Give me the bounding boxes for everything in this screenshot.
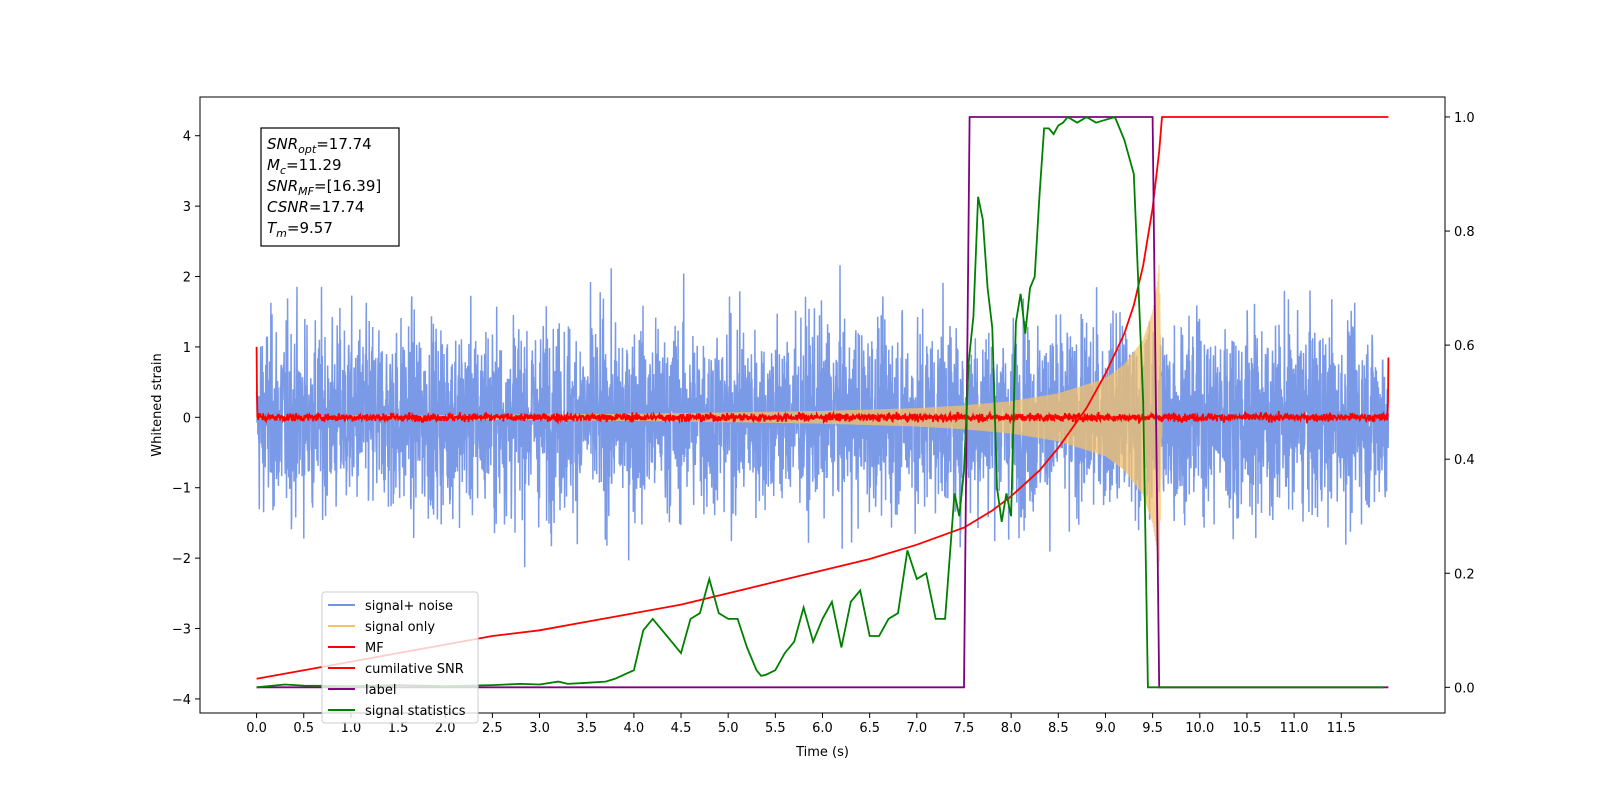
y-tick-label: 0 — [183, 411, 191, 426]
x-tick-label: 6.5 — [859, 721, 880, 736]
stats-subscript: m — [276, 227, 287, 240]
y-tick-label: −4 — [172, 693, 191, 708]
stats-value: =11.29 — [286, 156, 342, 174]
legend-entry-label: signal statistics — [365, 704, 466, 719]
y-tick-label: 2 — [183, 271, 191, 286]
legend-entry-label: signal only — [365, 620, 435, 635]
stats-line: SNRMF=[16.39] — [267, 177, 381, 198]
stats-line: Tm=9.57 — [267, 219, 333, 240]
y2-tick-label: 0.8 — [1454, 225, 1475, 240]
x-tick-label: 11.5 — [1327, 721, 1356, 736]
stats-value: =[16.39] — [314, 177, 381, 195]
ticks: 0.0 0.5 1.0 1.5 2.0 2.5 3.0 3.5 4.0 4.5 5.0 5.5 6.0 6… — [172, 111, 1475, 736]
x-tick-label: 9.0 — [1095, 721, 1116, 736]
x-tick-label: 11.0 — [1280, 721, 1309, 736]
x-tick-label: 8.5 — [1048, 721, 1069, 736]
y-tick-label: 1 — [183, 341, 191, 356]
x-tick-label: 5.5 — [765, 721, 786, 736]
y-tick-label: −3 — [172, 623, 191, 638]
y2-tick-label: 0.2 — [1454, 567, 1475, 582]
stats-subscript: MF — [298, 185, 314, 198]
stats-line: SNRopt=17.74 — [267, 135, 372, 156]
x-tick-label: 1.5 — [388, 721, 409, 736]
stats-line: Mc=11.29 — [267, 156, 342, 177]
stats-symbol: CSNR — [267, 198, 309, 216]
y-tick-label: 4 — [183, 130, 191, 145]
stats-line: CSNR=17.74 — [267, 198, 364, 216]
legend-entry-label: signal+ noise — [365, 599, 453, 614]
stats-value: =17.74 — [309, 198, 365, 216]
x-tick-label: 4.0 — [624, 721, 645, 736]
stats-symbol: SNR — [267, 135, 298, 153]
stats-subscript: c — [280, 164, 286, 177]
stats-symbol: T — [267, 219, 278, 237]
stats-value: =9.57 — [287, 219, 333, 237]
legend-entry-label: cumilative SNR — [365, 662, 464, 677]
stats-subscript: opt — [298, 143, 317, 156]
legend: signal+ noise signal only MF cumilative SNR… — [321, 591, 479, 724]
series-mf-line — [255, 346, 1390, 425]
legend-entry-label: label — [365, 683, 396, 698]
y-axis-label: Whitened strain — [150, 353, 165, 456]
stats-symbol: SNR — [267, 177, 298, 195]
stats-value: =17.74 — [316, 135, 372, 153]
x-tick-label: 10.0 — [1185, 721, 1214, 736]
x-tick-label: 7.5 — [954, 721, 975, 736]
stats-annotation-box: SNRopt=17.74Mc=11.29SNRMF=[16.39]CSNR=17… — [260, 127, 400, 247]
y-tick-label: −1 — [172, 482, 191, 497]
x-tick-label: 5.0 — [718, 721, 739, 736]
x-tick-label: 0.0 — [246, 721, 267, 736]
stats-symbol: M — [267, 156, 280, 174]
legend-entry-label: MF — [365, 641, 384, 656]
x-tick-label: 3.5 — [576, 721, 597, 736]
y-tick-label: −2 — [172, 552, 191, 567]
x-tick-label: 8.0 — [1001, 721, 1022, 736]
x-tick-label: 7.0 — [906, 721, 927, 736]
x-tick-label: 6.0 — [812, 721, 833, 736]
x-tick-label: 10.5 — [1232, 721, 1261, 736]
x-tick-label: 3.0 — [529, 721, 550, 736]
y2-tick-label: 0.6 — [1454, 339, 1475, 354]
y2-tick-label: 1.0 — [1454, 111, 1475, 126]
x-tick-label: 9.5 — [1142, 721, 1163, 736]
x-axis-label: Time (s) — [795, 745, 849, 760]
stats-box-border — [260, 127, 400, 247]
x-tick-label: 1.0 — [341, 721, 362, 736]
x-tick-label: 0.5 — [293, 721, 314, 736]
x-tick-label: 2.5 — [482, 721, 503, 736]
legend-box — [321, 591, 479, 724]
x-tick-label: 2.0 — [435, 721, 456, 736]
series-signal-statistics-line — [256, 115, 1384, 689]
x-tick-label: 4.5 — [671, 721, 692, 736]
y-tick-label: 3 — [183, 200, 191, 215]
series-signal-noise-line — [255, 265, 1390, 568]
y2-tick-label: 0.4 — [1454, 453, 1475, 468]
y2-tick-label: 0.0 — [1454, 681, 1475, 696]
